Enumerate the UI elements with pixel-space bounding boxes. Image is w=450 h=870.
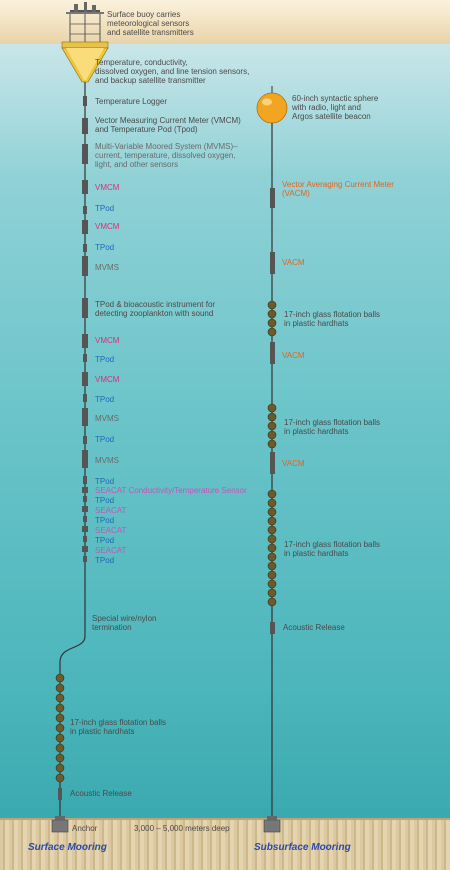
surface-sensors-label: Temperature, conductivity, dissolved oxy…	[95, 58, 250, 85]
instrument-label: VMCM	[95, 222, 120, 231]
subsurface-release-label: Acoustic Release	[283, 623, 345, 632]
vacm-instruments	[270, 188, 275, 474]
instrument-label: TPod	[95, 556, 115, 565]
instrument-label: MVMS	[95, 263, 119, 272]
subsurface-flotation-balls	[267, 300, 277, 607]
vacm-label: VACM	[282, 459, 305, 468]
instrument-label: VMCM	[95, 336, 120, 345]
bioacoustic-label: TPod & bioacoustic instrument for detect…	[95, 300, 216, 318]
vacm-label: VACM	[282, 258, 305, 267]
mvms-long-label: Multi-Variable Moored System (MVMS)– cur…	[95, 142, 238, 169]
seabed	[0, 818, 450, 870]
vacm-label: VACM	[282, 351, 305, 360]
surface-flotation-label: 17-inch glass flotation balls in plastic…	[70, 718, 167, 736]
instrument-label: MVMS	[95, 456, 119, 465]
instrument-label: TPod	[95, 204, 115, 213]
instrument-label: TPod	[95, 355, 115, 364]
instrument-label: TPod	[95, 496, 115, 505]
instrument-label: SEACAT	[95, 506, 127, 515]
anchor-label: Anchor	[72, 824, 98, 833]
seacat-long-label: SEACAT Conductivity/Temperature Sensor	[95, 486, 247, 495]
subsurface-mooring-title: Subsurface Mooring	[254, 842, 351, 853]
subsurface-flotation-label: 17-inch glass flotation balls in plastic…	[284, 418, 381, 436]
subsurface-anchor	[263, 816, 281, 833]
surface-acoustic-release	[58, 788, 62, 800]
instrument-label: TPod	[95, 536, 115, 545]
subsurface-flotation-label: 17-inch glass flotation balls in plastic…	[284, 310, 381, 328]
instrument-label: MVMS	[95, 414, 119, 423]
instrument-label: VMCM	[95, 375, 120, 384]
instrument-label: SEACAT	[95, 526, 127, 535]
instrument-label: TPod	[95, 477, 115, 486]
vacm-long-label: Vector Averaging Current Meter (VACM)	[282, 180, 394, 198]
surface-release-label: Acoustic Release	[70, 789, 132, 798]
depth-label: 3,000 – 5,000 meters deep	[134, 824, 230, 833]
instrument-label: VMCM	[95, 183, 120, 192]
temperature-logger-label: Temperature Logger	[95, 97, 168, 106]
termination-label: Special wire/nylon termination	[92, 614, 157, 632]
syntactic-sphere	[256, 92, 288, 124]
instrument-label: TPod	[95, 435, 115, 444]
vmcm-long-label: Vector Measuring Current Meter (VMCM) an…	[95, 116, 241, 134]
sphere-label: 60-inch syntactic sphere with radio, lig…	[292, 94, 379, 121]
nylon-line	[59, 635, 86, 820]
surface-anchor	[51, 816, 69, 833]
instrument-label: TPod	[95, 243, 115, 252]
surface-flotation-balls	[55, 673, 65, 783]
subsurface-acoustic-release	[270, 622, 275, 634]
surface-buoy	[61, 2, 109, 83]
subsurface-flotation-label: 17-inch glass flotation balls in plastic…	[284, 540, 381, 558]
surface-mooring-title: Surface Mooring	[28, 842, 107, 853]
instrument-label: SEACAT	[95, 546, 127, 555]
instrument-label: TPod	[95, 395, 115, 404]
surface-buoy-label: Surface buoy carries meteorological sens…	[107, 10, 194, 37]
surface-instruments	[82, 96, 88, 562]
instrument-label: TPod	[95, 516, 115, 525]
